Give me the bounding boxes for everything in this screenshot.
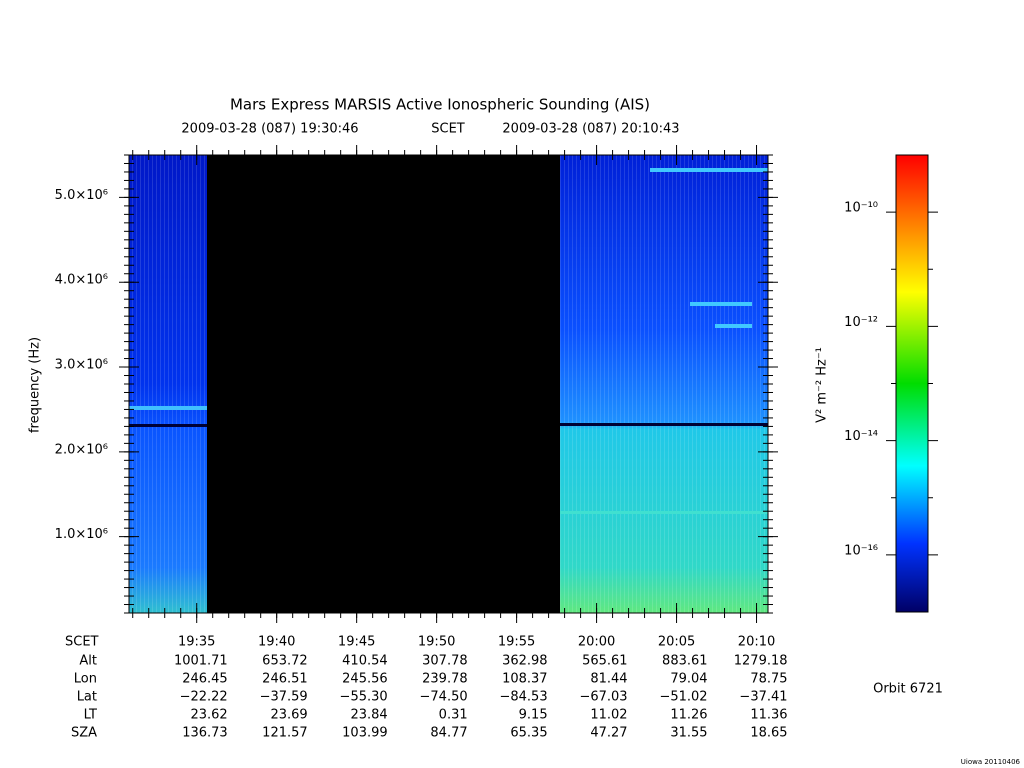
ephemeris-value: 84.77 (430, 726, 467, 741)
ephemeris-row-label: Lat (77, 690, 97, 705)
ephemeris-value: 653.72 (262, 654, 308, 669)
spectral-line (129, 406, 207, 410)
y-tick-label: 4.0×10⁶ (55, 273, 108, 288)
x-tick-label: 20:10 (738, 635, 775, 650)
colorbar-tick-label: 10⁻¹⁰ (844, 201, 878, 216)
spectrogram-texture (560, 155, 768, 613)
ephemeris-value: 23.69 (270, 708, 307, 723)
ephemeris-value: 121.57 (262, 726, 308, 741)
ephemeris-value: 78.75 (750, 672, 787, 687)
ephemeris-value: 883.61 (662, 654, 708, 669)
ephemeris-value: 31.55 (670, 726, 707, 741)
x-tick-label: 19:35 (178, 635, 215, 650)
colorbar-label: V² m⁻² Hz⁻¹ (815, 347, 830, 423)
ephemeris-value: 362.98 (502, 654, 548, 669)
ephemeris-value: 245.56 (342, 672, 388, 687)
ephemeris-value: 103.99 (342, 726, 388, 741)
ephemeris-value: 108.37 (502, 672, 548, 687)
x-tick-label: 19:55 (498, 635, 535, 650)
ephemeris-value: 565.61 (582, 654, 628, 669)
ephemeris-value: −84.53 (499, 690, 547, 705)
ephemeris-value: 18.65 (750, 726, 787, 741)
ephemeris-value: −37.59 (260, 690, 308, 705)
orbit: Orbit 6721 (873, 682, 943, 697)
spectral-line (560, 511, 768, 514)
x-tick-label: 19:45 (338, 635, 375, 650)
ephemeris-value: −74.50 (420, 690, 468, 705)
x-tick-label: 20:05 (658, 635, 695, 650)
ephemeris-value: 11.36 (750, 708, 787, 723)
spectral-line (560, 423, 768, 426)
spectral-line (129, 424, 207, 427)
ephemeris-value: −55.30 (340, 690, 388, 705)
ephemeris-row-label: LT (84, 708, 97, 723)
time-label: SCET (431, 122, 465, 137)
ephemeris-value: 65.35 (510, 726, 547, 741)
y-axis-label: frequency (Hz) (28, 337, 43, 433)
colorbar-tick-label: 10⁻¹⁶ (844, 543, 878, 558)
ephemeris-value: 23.62 (190, 708, 227, 723)
ephemeris-value: 136.73 (182, 726, 228, 741)
y-tick-label: 3.0×10⁶ (55, 358, 108, 373)
ephemeris-value: 307.78 (422, 654, 468, 669)
ephemeris-value: 0.31 (439, 708, 468, 723)
spectral-line (690, 302, 752, 306)
x-tick-label: 19:50 (418, 635, 455, 650)
ephemeris-value: 246.51 (262, 672, 308, 687)
ephemeris-value: 410.54 (342, 654, 388, 669)
spectral-line (715, 324, 752, 328)
x-tick-label: 19:40 (258, 635, 295, 650)
ephemeris-value: −51.02 (659, 690, 707, 705)
ephemeris-value: 79.04 (670, 672, 707, 687)
colorbar-tick-label: 10⁻¹² (844, 315, 878, 330)
ephemeris-value: 9.15 (519, 708, 548, 723)
y-tick-label: 1.0×10⁶ (55, 527, 108, 542)
ephemeris-value: 239.78 (422, 672, 468, 687)
end-time: 2009-03-28 (087) 20:10:43 (502, 122, 679, 137)
ephemeris-value: 246.45 (182, 672, 228, 687)
y-tick-label: 5.0×10⁶ (55, 188, 108, 203)
ephemeris-value: 11.26 (670, 708, 707, 723)
spectral-line (650, 168, 768, 172)
ephemeris-value: 23.84 (350, 708, 387, 723)
spectrogram-texture (129, 155, 207, 613)
ephemeris-value: −22.22 (180, 690, 228, 705)
ephemeris-value: −67.03 (579, 690, 627, 705)
chart-title: Mars Express MARSIS Active Ionospheric S… (230, 96, 650, 114)
y-tick-label: 2.0×10⁶ (55, 442, 108, 457)
x-tick-label: 20:00 (578, 635, 615, 650)
ephemeris-row-label: Alt (79, 654, 97, 669)
ephemeris-row-label: SZA (71, 726, 97, 741)
start-time: 2009-03-28 (087) 19:30:46 (181, 122, 358, 137)
ephemeris-value: 1001.71 (174, 654, 228, 669)
ephemeris-value: 1279.18 (734, 654, 788, 669)
ephemeris-value: −37.41 (739, 690, 787, 705)
colorbar (895, 154, 929, 613)
colorbar-tick-label: 10⁻¹⁴ (844, 429, 878, 444)
ephemeris-value: 11.02 (590, 708, 627, 723)
ephemeris-label: SCET (65, 635, 99, 650)
credit: Uiowa 20110406 (961, 758, 1021, 766)
ephemeris-row-label: Lon (74, 672, 97, 687)
data-gap (207, 155, 560, 613)
ephemeris-value: 81.44 (590, 672, 627, 687)
ephemeris-value: 47.27 (590, 726, 627, 741)
